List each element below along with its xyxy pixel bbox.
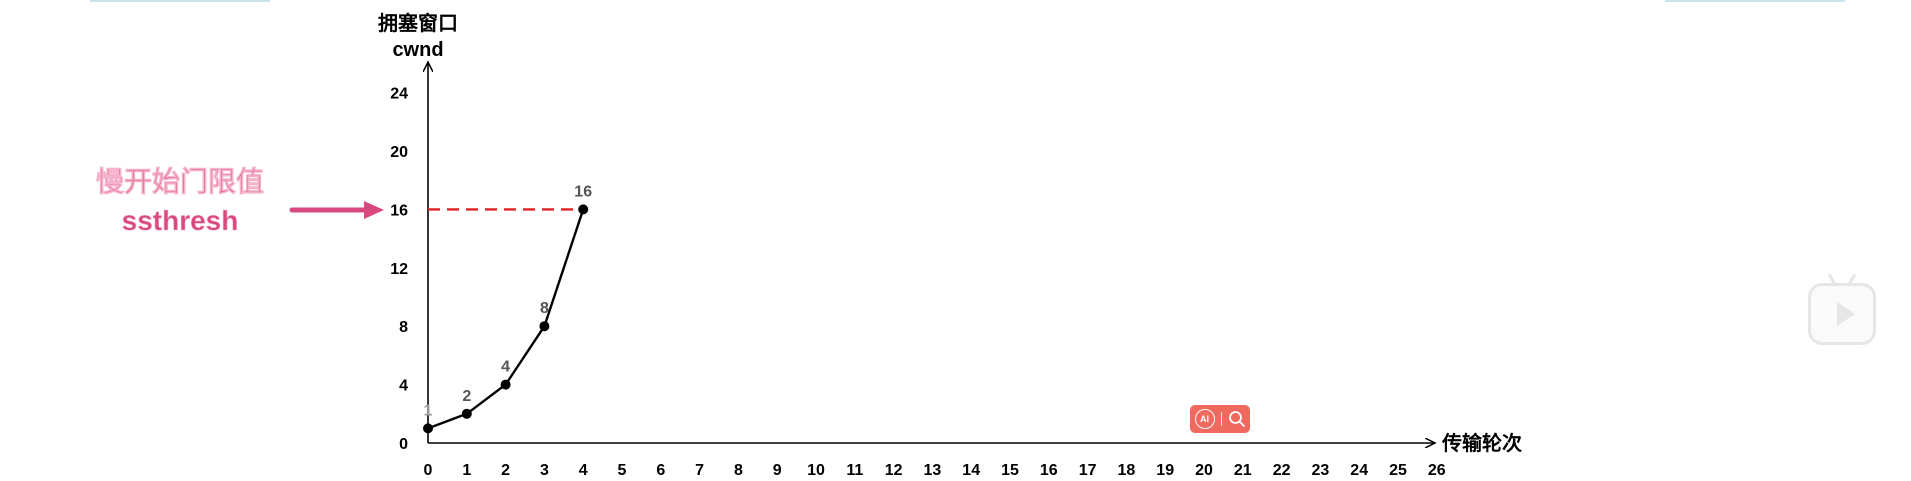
- point-label: 4: [501, 359, 510, 376]
- point-label: 1: [424, 402, 433, 419]
- y-tick-label: 16: [390, 202, 408, 219]
- x-tick-label: 8: [734, 462, 743, 479]
- x-tick-label: 12: [885, 462, 903, 479]
- y-tick-label: 12: [390, 261, 408, 278]
- y-tick-label: 4: [399, 378, 408, 395]
- x-tick-label: 20: [1195, 462, 1213, 479]
- x-tick-label: 26: [1428, 462, 1446, 479]
- x-tick-label: 3: [540, 462, 549, 479]
- x-tick-label: 18: [1118, 462, 1136, 479]
- x-tick-label: 5: [618, 462, 627, 479]
- y-tick-label: 0: [399, 436, 408, 453]
- x-tick-label: 4: [579, 462, 588, 479]
- badge-divider: [1221, 412, 1222, 426]
- ai-search-badge[interactable]: AI: [1190, 405, 1250, 433]
- point-label: 16: [574, 183, 592, 200]
- x-axis-title: 传输轮次: [1441, 431, 1522, 455]
- point-label: 8: [540, 300, 549, 317]
- y-axis-title: 拥塞窗口: [378, 11, 458, 35]
- annotation-arrow-head: [364, 201, 384, 219]
- x-tick-label: 22: [1273, 462, 1291, 479]
- y-tick-label: 20: [390, 144, 408, 161]
- cwnd-line: [428, 209, 583, 428]
- y-tick-label: 8: [399, 319, 408, 336]
- x-tick-label: 21: [1234, 462, 1252, 479]
- x-tick-label: 14: [962, 462, 980, 479]
- x-tick-label: 16: [1040, 462, 1058, 479]
- x-tick-label: 11: [846, 462, 863, 479]
- x-tick-label: 6: [656, 462, 665, 479]
- play-icon: [1837, 302, 1855, 326]
- x-tick-label: 19: [1156, 462, 1174, 479]
- data-point: [501, 380, 511, 390]
- x-tick-label: 9: [773, 462, 782, 479]
- data-point: [578, 204, 588, 214]
- y-axis-unit: cwnd: [392, 39, 443, 61]
- threshold-annotation-title: 慢开始门限值: [96, 166, 264, 197]
- x-tick-label: 17: [1079, 462, 1097, 479]
- x-tick-label: 10: [807, 462, 825, 479]
- point-label: 2: [462, 388, 471, 405]
- ai-icon: AI: [1195, 409, 1215, 429]
- x-tick-label: 0: [424, 462, 433, 479]
- x-tick-label: 13: [924, 462, 942, 479]
- y-tick-label: 24: [390, 86, 408, 103]
- x-tick-label: 15: [1001, 462, 1019, 479]
- x-tick-label: 2: [501, 462, 510, 479]
- x-tick-label: 24: [1350, 462, 1368, 479]
- data-point: [423, 423, 433, 433]
- data-point: [539, 321, 549, 331]
- play-button[interactable]: [1808, 283, 1876, 345]
- data-point: [462, 409, 472, 419]
- search-icon: [1228, 410, 1246, 428]
- x-tick-label: 7: [695, 462, 704, 479]
- threshold-annotation-name: ssthresh: [122, 205, 239, 236]
- x-tick-label: 25: [1389, 462, 1407, 479]
- x-tick-label: 1: [462, 462, 471, 479]
- x-tick-label: 23: [1312, 462, 1330, 479]
